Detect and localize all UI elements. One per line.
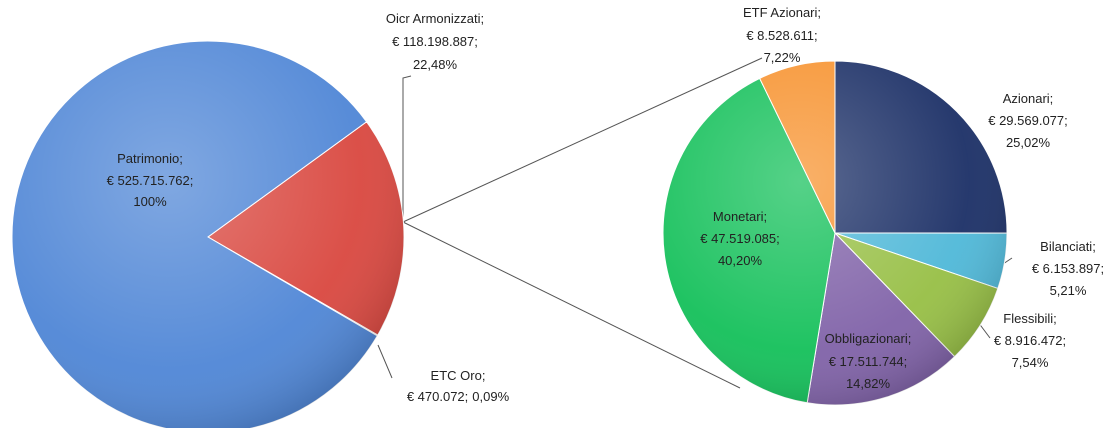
slice-value: € 17.511.744; <box>829 354 908 369</box>
slice-percent: 7,22% <box>764 50 801 65</box>
slice-name: Bilanciati; <box>1040 239 1096 254</box>
slice-value: € 118.198.887; <box>392 34 478 49</box>
slice-value: € 8.528.611; <box>746 28 817 43</box>
slice-value: € 6.153.897; <box>1032 261 1104 276</box>
pie-slice <box>834 60 1008 234</box>
slice-value: € 29.569.077; <box>988 113 1068 128</box>
slice-label: Flessibili; € 8.916.472; 7,54% <box>994 311 1066 370</box>
slice-percent: 7,54% <box>1012 355 1049 370</box>
slice-name: Azionari; <box>1003 91 1054 106</box>
slice-percent: 0,09% <box>472 389 509 404</box>
slice-percent: 22,48% <box>413 57 458 72</box>
slice-label: Bilanciati; € 6.153.897; 5,21% <box>1032 239 1104 298</box>
pie <box>11 40 405 428</box>
slice-label: ETF Azionari; € 8.528.611; 7,22% <box>743 5 821 65</box>
slice-percent: 40,20% <box>718 253 763 268</box>
slice-label: Oicr Armonizzati; € 118.198.887; 22,48% <box>386 11 484 72</box>
leader-line <box>377 344 393 379</box>
slice-value: € 8.916.472; <box>994 333 1066 348</box>
leader-line <box>402 75 412 222</box>
slice-name: ETC Oro; <box>431 368 486 383</box>
slice-name: ETF Azionari; <box>743 5 821 20</box>
slice-value: € 47.519.085; <box>700 231 780 246</box>
slice-label: Azionari; € 29.569.077; 25,02% <box>988 91 1068 150</box>
slice-percent: 5,21% <box>1050 283 1087 298</box>
slice-value: € 470.072; <box>407 389 468 404</box>
slice-label: ETC Oro; € 470.072; 0,09% <box>407 368 510 404</box>
slice-label: Monetari; € 47.519.085; 40,20% <box>700 209 780 268</box>
slice-name: Obbligazionari; <box>825 331 912 346</box>
slice-label: Patrimonio; € 525.715.762; 100% <box>107 151 194 209</box>
slice-name: Flessibili; <box>1003 311 1056 326</box>
slice-name: Oicr Armonizzati; <box>386 11 484 26</box>
slice-percent: 14,82% <box>846 376 891 391</box>
slice-value: € 525.715.762; <box>107 173 194 188</box>
slice-percent: 25,02% <box>1006 135 1051 150</box>
slice-name: Patrimonio; <box>117 151 183 166</box>
slice-label: Obbligazionari; € 17.511.744; 14,82% <box>825 331 912 391</box>
slice-percent: 100% <box>133 194 167 209</box>
slice-name: Monetari; <box>713 209 767 224</box>
